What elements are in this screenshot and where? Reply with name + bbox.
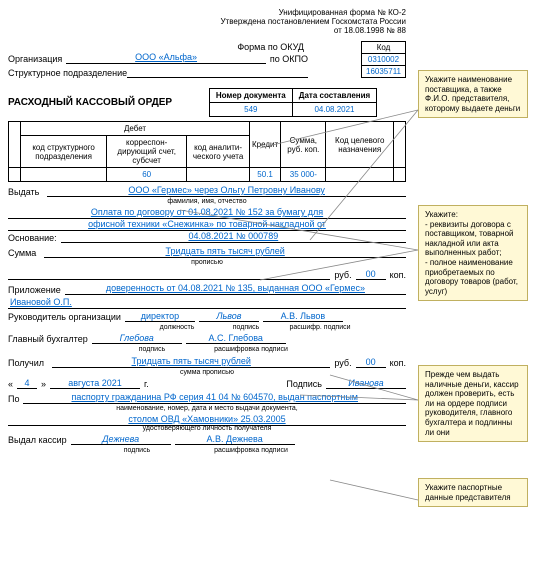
doc-num-label: Номер документа [209, 89, 292, 103]
head-sig: Львов [199, 311, 259, 322]
name-caption2: расшифровка подписи [201, 346, 301, 353]
sum-caption: прописью [8, 259, 406, 266]
okpo-value: 16035711 [362, 66, 406, 78]
sum-label: Сумма [8, 248, 36, 258]
received-words: Тридцать пять тысяч рублей [52, 356, 330, 368]
v5: 35 000- [281, 168, 326, 182]
callout-1: Укажите наименование поставщика, а также… [418, 70, 528, 118]
cashier-sig: Дежнева [71, 434, 171, 445]
cashier-label: Выдал кассир [8, 435, 67, 445]
pos-caption: должность [142, 324, 212, 331]
code-header: Код целевого назначения [326, 122, 394, 168]
passport-label: По [8, 394, 19, 404]
sig-label: Подпись [286, 379, 322, 389]
callout-2: Укажите: - реквизиты договора с поставщи… [418, 205, 528, 301]
cashier-sig-caption: подпись [87, 447, 187, 454]
cashier-name: А.В. Дежнева [175, 434, 295, 445]
passport-caption2: удостоверяющего личность получателя [8, 425, 406, 432]
h3: код аналити-ческого учета [187, 136, 250, 168]
doc-date: 04.08.2021 [292, 103, 376, 117]
doc-num-table: Номер документа Дата составления 549 04.… [209, 88, 377, 117]
basis-line3: 04.08.2021 № 000789 [61, 231, 406, 243]
basis-label: Основание: [8, 233, 57, 243]
name-caption: расшифр. подписи [280, 324, 360, 331]
received-label: Получил [8, 358, 44, 368]
date-sig: Иванова [326, 378, 406, 389]
header-line2: Утверждена постановлением Госкомстата Ро… [8, 17, 406, 26]
cashier-name-caption: расшифровка подписи [191, 447, 311, 454]
issue-caption: фамилия, имя, отчество [8, 198, 406, 205]
issue-value: ООО «Гермес» через Ольгу Петровну Иванов… [47, 185, 406, 197]
acc-name: А.С. Глебова [186, 333, 286, 344]
attach-extra: Ивановой О.П. [8, 297, 406, 309]
h2: корреспон-дирующий счет, субсчет [107, 136, 187, 168]
okud-label: Форма по ОКУД [8, 42, 308, 52]
received-kop: 00 [356, 357, 386, 368]
callout-4: Укажите паспортные данные представителя [418, 478, 528, 507]
org-value: ООО «Альфа» [66, 52, 266, 64]
h1: код структурного подразделения [21, 136, 107, 168]
passport-caption: наименование, номер, дата и место выдачи… [8, 405, 406, 412]
accounting-table: Дебет Кредит Сумма, руб. коп. Код целево… [8, 121, 406, 182]
v6 [326, 168, 394, 182]
doc-num: 549 [209, 103, 292, 117]
v2: 60 [107, 168, 187, 182]
okud-value: 0310002 [362, 54, 406, 66]
attach-label: Приложение [8, 285, 61, 295]
received-caption: сумма прописью [8, 369, 406, 376]
header-line3: от 18.08.1998 № 88 [8, 26, 406, 35]
month: августа 2021 [50, 378, 140, 389]
kod-label: Код [362, 42, 406, 54]
basis-line1: Оплата по договору от 01.08.2021 № 152 з… [8, 207, 406, 219]
sum-words: Тридцать пять тысяч рублей [44, 246, 406, 258]
basis-line2: офисной техники «Снежинка» по товарной н… [8, 219, 406, 231]
code-table: Код 0310002 16035711 [361, 41, 406, 78]
issue-label: Выдать [8, 187, 39, 197]
head-name: А.В. Львов [263, 311, 343, 322]
acc-sig: Глебова [92, 333, 182, 344]
header-line1: Унифицированная форма № КО-2 [8, 8, 406, 17]
doc-title: РАСХОДНЫЙ КАССОВЫЙ ОРДЕР [8, 97, 172, 108]
org-label: Организация [8, 54, 62, 64]
year-suffix: г. [144, 379, 149, 389]
day: 4 [17, 378, 37, 389]
debet-header: Дебет [21, 122, 250, 136]
passport-value: паспорту гражданина РФ серия 41 04 № 604… [23, 392, 406, 404]
v4: 50.1 [250, 168, 281, 182]
rub-label: руб. [334, 270, 351, 280]
cell-empty7 [394, 168, 406, 182]
subdiv-label: Структурное подразделение [8, 68, 127, 78]
rub-label2: руб. [334, 358, 351, 368]
subdiv-value [127, 66, 308, 78]
form-header: Унифицированная форма № КО-2 Утверждена … [8, 8, 406, 35]
sig-caption2: подпись [107, 346, 197, 353]
v3 [187, 168, 250, 182]
attach-value: доверенность от 04.08.2021 № 135, выданн… [65, 283, 406, 295]
rub-kop: 00 [356, 269, 386, 280]
head-pos: директор [125, 311, 195, 322]
doc-date-label: Дата составления [292, 89, 376, 103]
okpo-label: по ОКПО [270, 54, 308, 64]
sum-header: Сумма, руб. коп. [281, 122, 326, 168]
v1 [21, 168, 107, 182]
kop-label2: коп. [390, 358, 406, 368]
acc-label: Главный бухгалтер [8, 334, 88, 344]
kredit-header: Кредит [250, 122, 281, 168]
callout-3: Прежде чем выдать наличные деньги, касси… [418, 365, 528, 442]
head-label: Руководитель организации [8, 312, 121, 322]
cell-empty0 [9, 168, 21, 182]
kop-label: коп. [390, 270, 406, 280]
sig-caption: подпись [216, 324, 276, 331]
